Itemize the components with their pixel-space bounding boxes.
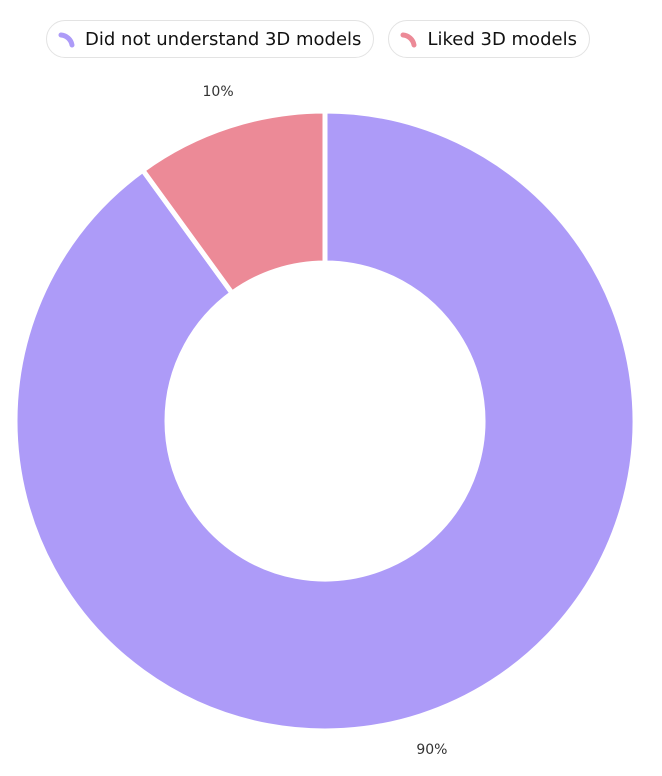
donut-slice — [140, 108, 328, 296]
legend: Did not understand 3D models Liked 3D mod… — [0, 20, 636, 58]
legend-item[interactable]: Liked 3D models — [388, 20, 590, 58]
donut-slice — [12, 108, 638, 734]
legend-swatch — [58, 32, 75, 48]
legend-icon — [58, 32, 75, 48]
legend-icon — [400, 32, 417, 48]
legend-label: Did not understand 3D models — [85, 28, 362, 50]
value-label: 10% — [203, 84, 234, 100]
value-label: 90% — [416, 742, 447, 758]
legend-item[interactable]: Did not understand 3D models — [46, 20, 375, 58]
legend-label: Liked 3D models — [427, 28, 577, 50]
legend-swatch — [400, 32, 417, 48]
